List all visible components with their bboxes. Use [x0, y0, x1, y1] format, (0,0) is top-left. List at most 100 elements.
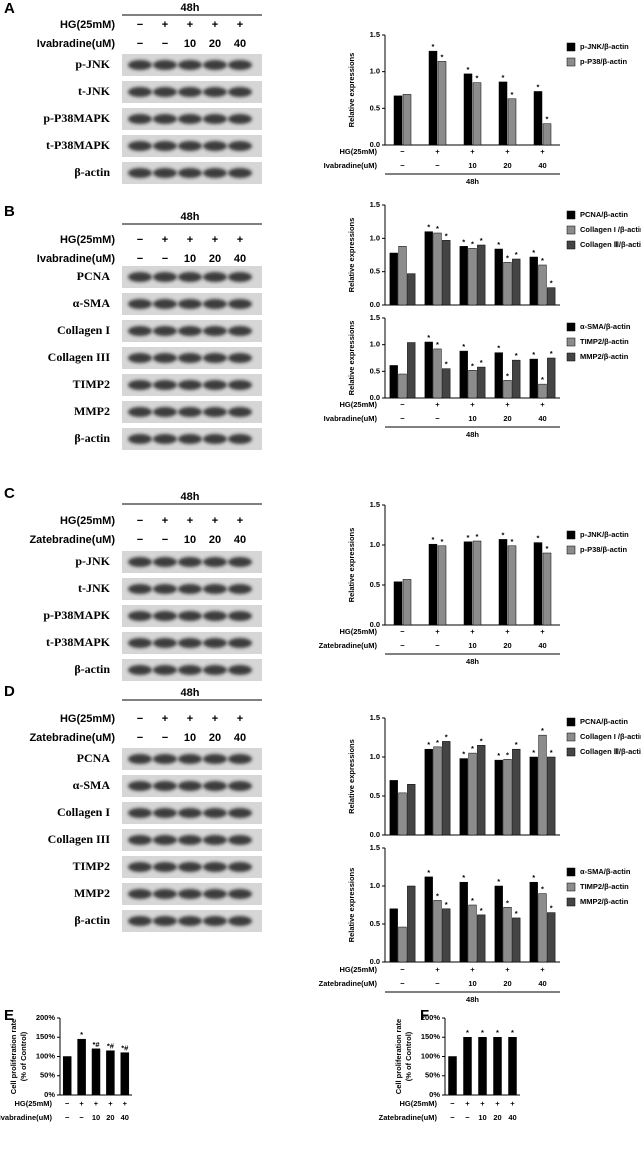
blot-band: [128, 87, 152, 97]
condition-label: Ivabradine(uM): [0, 1113, 52, 1122]
bar: [120, 1052, 130, 1096]
bar: [533, 91, 543, 146]
blot-band: [128, 114, 152, 124]
bar: [494, 885, 503, 963]
y-tick-label: 0.5: [370, 580, 380, 589]
blot-band: [153, 611, 177, 621]
blot-band: [153, 835, 177, 845]
condition-value: 20: [209, 732, 221, 744]
condition-value: +: [123, 1099, 128, 1108]
bar: [407, 342, 416, 399]
bar: [468, 370, 477, 399]
band-label: p-P38MAPK: [43, 111, 110, 125]
significance-mark: *: [432, 42, 435, 51]
blot-band: [178, 141, 202, 151]
significance-mark: *: [537, 534, 540, 543]
blot-band: [178, 353, 202, 363]
period-label: 48h: [466, 430, 479, 439]
blot-period: 48h: [181, 211, 200, 223]
condition-value: −: [435, 979, 440, 988]
blot-band: [178, 781, 202, 791]
blot-band: [178, 299, 202, 309]
blot-band: [203, 611, 227, 621]
condition-value: +: [435, 627, 440, 636]
blot-band: [228, 407, 252, 417]
legend-swatch: [566, 732, 576, 742]
bar: [393, 581, 403, 626]
condition-label: Ivabradine(uM): [37, 38, 116, 50]
condition-value: −: [137, 732, 143, 744]
y-tick-label: 0%: [429, 1090, 440, 1099]
bar: [494, 759, 503, 836]
blot-band: [178, 916, 202, 926]
significance-mark: *: [515, 351, 518, 360]
condition-value: −: [450, 1113, 455, 1122]
condition-value: +: [94, 1099, 99, 1108]
period-label: 48h: [466, 177, 479, 186]
condition-value: −: [79, 1113, 84, 1122]
y-tick-label: 0.0: [370, 620, 380, 629]
blot-band: [178, 114, 202, 124]
y-tick-label: 0.5: [370, 366, 380, 375]
condition-value: −: [400, 161, 405, 170]
condition-value: +: [162, 19, 168, 31]
y-axis-title: (% of Control): [404, 1031, 413, 1081]
legend-swatch: [566, 530, 576, 540]
condition-value: −: [162, 38, 168, 50]
significance-mark: *: [532, 350, 535, 359]
significance-mark: *: [532, 248, 535, 257]
bar: [106, 1050, 115, 1096]
blot-band: [203, 272, 227, 282]
blot-band: [153, 407, 177, 417]
y-tick-label: 100%: [36, 1051, 56, 1060]
condition-value: +: [435, 400, 440, 409]
condition-value: +: [108, 1099, 113, 1108]
condition-value: 10: [468, 641, 476, 650]
y-tick-label: 0.0: [370, 957, 380, 966]
y-tick-label: 150%: [36, 1032, 56, 1041]
significance-mark: *: [441, 537, 444, 546]
condition-value: 40: [234, 534, 246, 546]
y-tick-label: 1.5: [370, 30, 380, 39]
condition-value: 10: [468, 979, 476, 988]
blot-band: [228, 380, 252, 390]
legend-label: Collagen Ⅲ/β-actin: [580, 240, 641, 249]
condition-value: +: [435, 965, 440, 974]
condition-value: 20: [493, 1113, 501, 1122]
blot-band: [128, 380, 152, 390]
bar: [433, 900, 442, 963]
blot-band: [203, 557, 227, 567]
significance-mark: *: [497, 877, 500, 886]
significance-mark: *: [466, 1028, 469, 1037]
panel-letter: F: [420, 1007, 429, 1024]
condition-value: +: [540, 627, 545, 636]
blot-band: [203, 87, 227, 97]
blot-period: 48h: [181, 491, 200, 503]
significance-mark: *: [436, 738, 439, 747]
significance-mark: *: [480, 736, 483, 745]
significance-mark: *#: [107, 1042, 115, 1051]
blot-band: [178, 407, 202, 417]
y-tick-label: 1.0: [370, 340, 380, 349]
legend-label: p-P38/β-actin: [580, 545, 628, 554]
bar: [547, 912, 556, 963]
y-axis-title: Relative expressions: [347, 218, 356, 293]
bar: [402, 579, 412, 626]
bar: [433, 348, 442, 399]
significance-mark: *: [497, 240, 500, 249]
blot-band: [203, 808, 227, 818]
blot-band: [153, 754, 177, 764]
bar: [498, 539, 508, 626]
blot-band: [178, 889, 202, 899]
legend-swatch: [566, 352, 576, 362]
blot-band: [178, 60, 202, 70]
bar: [498, 81, 508, 146]
significance-mark: *: [506, 898, 509, 907]
blot-band: [178, 168, 202, 178]
condition-label: HG(25mM): [339, 400, 377, 409]
significance-mark: *: [471, 744, 474, 753]
bar: [389, 908, 398, 963]
condition-value: 40: [234, 732, 246, 744]
significance-mark: *: [436, 891, 439, 900]
